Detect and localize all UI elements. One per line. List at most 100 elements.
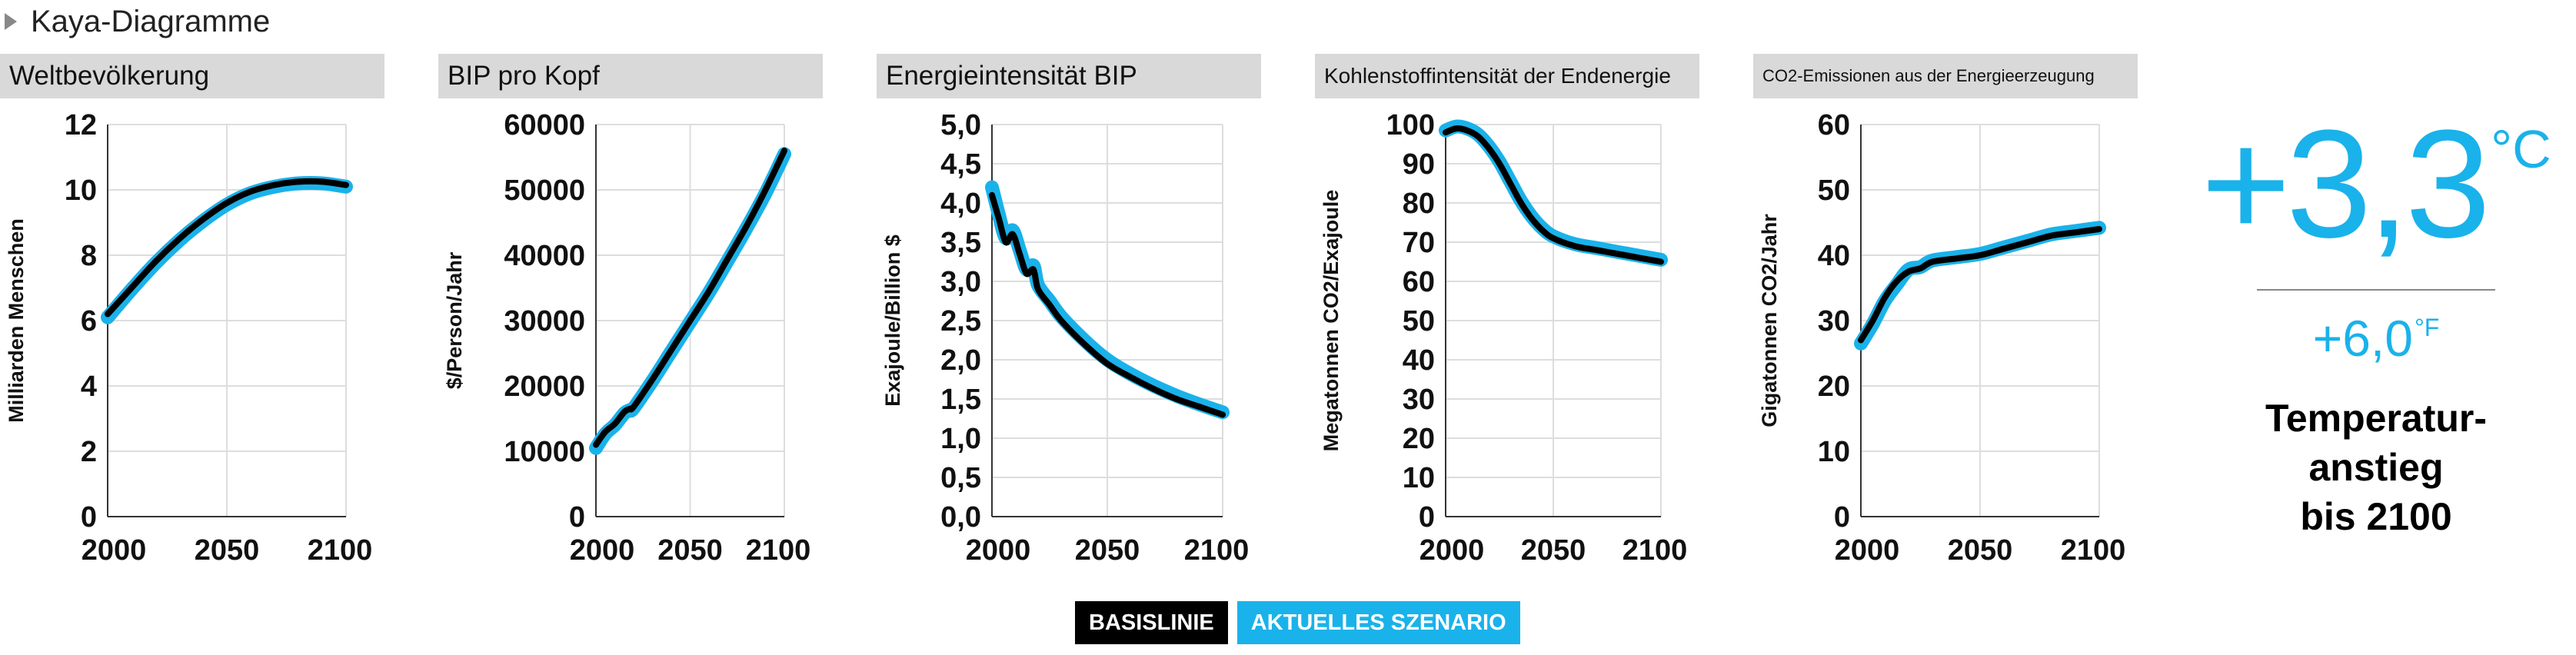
temperature-caption: Temperatur- anstieg bis 2100 [2199, 394, 2553, 541]
y-tick-label: 10000 [504, 436, 585, 468]
y-tick-label: 50 [1403, 305, 1435, 337]
fahrenheit-value: +6,0 [2312, 310, 2413, 367]
y-tick-label: 60000 [504, 109, 585, 141]
celsius-value: +3,3 [2201, 98, 2491, 270]
x-tick-label: 2000 [1835, 534, 1900, 567]
temperature-result: +3,3°C +6,0°F Temperatur- anstieg bis 21… [2199, 108, 2553, 569]
series-line-baseline [989, 191, 1226, 418]
y-tick-label: 60 [1818, 109, 1850, 141]
y-axis-label: Megatonnen CO2/Exajoule [1320, 190, 1343, 452]
y-tick-label: 10 [65, 175, 97, 207]
chart-title: CO2-Emissionen aus der Energieerzeugung [1753, 54, 2138, 98]
chart-panel-co2-emissions: CO2-Emissionen aus der Energieerzeugung … [1753, 54, 2138, 592]
legend-baseline[interactable]: BASISLINIE [1075, 601, 1228, 644]
x-tick-label: 2100 [1622, 534, 1688, 567]
y-tick-label: 0 [1834, 501, 1850, 534]
y-tick-label: 2,0 [940, 344, 981, 377]
caption-line-2: anstieg [2308, 446, 2444, 489]
y-axis-label: Gigatonnen CO2/Jahr [1758, 214, 1781, 427]
y-tick-label: 8 [81, 240, 97, 272]
caret-right-icon [5, 13, 17, 30]
y-tick-label: 40 [1818, 240, 1850, 272]
chart-title: BIP pro Kopf [438, 54, 823, 98]
y-tick-label: 0,5 [940, 462, 981, 494]
celsius-unit: °C [2491, 119, 2551, 179]
temperature-fahrenheit: +6,0°F [2199, 309, 2553, 367]
y-tick-label: 60 [1403, 266, 1435, 298]
y-tick-label: 4 [81, 371, 97, 403]
temperature-celsius: +3,3°C [2199, 108, 2553, 261]
chart-panel-energy-intensity: Energieintensität BIP 0,0 0,5 1,0 1,5 2,0 2,5… [877, 54, 1261, 592]
y-tick-label: 50000 [504, 175, 585, 207]
y-tick-label: 40 [1403, 344, 1435, 377]
series-line-baseline [1443, 125, 1664, 265]
chart-title: Energieintensität BIP [877, 54, 1261, 98]
legend: BASISLINIE AKTUELLES SZENARIO [1075, 601, 1520, 644]
y-tick-label: 6 [81, 305, 97, 337]
y-tick-label: 20 [1403, 423, 1435, 455]
chart-title: Weltbevölkerung [0, 54, 384, 98]
energy-intensity-chart: 0,0 0,5 1,0 1,5 2,0 2,5 3,0 3,5 4,0 4,5 5,0 2000 205… [881, 109, 1250, 567]
caption-line-3: bis 2100 [2300, 495, 2452, 538]
y-tick-label: 30 [1403, 384, 1435, 416]
x-tick-label: 2100 [1184, 534, 1250, 567]
x-tick-label: 2050 [1948, 534, 2013, 567]
y-tick-label: 4,0 [940, 188, 981, 220]
x-tick-label: 2050 [657, 534, 723, 567]
series-line-baseline [105, 178, 349, 318]
chart-panel-carbon-intensity: Kohlenstoffintensität der Endenergie 0 10… [1315, 54, 1699, 592]
series-line-baseline [593, 148, 787, 448]
y-axis-label: Milliarden Menschen [5, 218, 28, 423]
chart-panel-population: Weltbevölkerung 0 2 4 6 8 10 12 2000 2050 2100 Mil… [0, 54, 384, 592]
gdp-per-capita-chart: 0 10000 20000 30000 40000 50000 60000 2000 2050 2… [443, 109, 811, 567]
x-tick-label: 2000 [966, 534, 1031, 567]
caption-line-1: Temperatur- [2265, 397, 2487, 440]
y-tick-label: 3,0 [940, 266, 981, 298]
divider [2257, 289, 2495, 291]
co2-emissions-chart: 0 10 20 30 40 50 60 2000 2050 2100 Gigatonnen CO2/… [1758, 109, 2126, 567]
y-tick-label: 40000 [504, 240, 585, 272]
x-tick-label: 2050 [1521, 534, 1586, 567]
y-tick-label: 30000 [504, 305, 585, 337]
x-tick-label: 2100 [2061, 534, 2126, 567]
y-tick-label: 80 [1403, 188, 1435, 220]
y-tick-label: 30 [1818, 305, 1850, 337]
y-tick-label: 100 [1386, 109, 1435, 141]
y-tick-label: 0 [1419, 501, 1435, 534]
x-tick-label: 2000 [570, 534, 635, 567]
x-tick-label: 2000 [1419, 534, 1485, 567]
series-line-baseline [1858, 226, 2102, 344]
y-tick-label: 90 [1403, 148, 1435, 181]
y-axis-label: Exajoule/Billion $ [881, 234, 904, 407]
y-tick-label: 3,5 [940, 227, 981, 259]
y-tick-label: 0 [569, 501, 585, 534]
legend-current-scenario[interactable]: AKTUELLES SZENARIO [1236, 601, 1520, 644]
chart-panel-gdp-per-capita: BIP pro Kopf 0 10000 20000 30000 40000 50000 6… [438, 54, 823, 592]
y-tick-label: 12 [65, 109, 97, 141]
carbon-intensity-chart: 0 10 20 30 40 50 60 70 80 90 100 2000 2050 2100 Megato… [1320, 109, 1688, 567]
y-tick-label: 20 [1818, 371, 1850, 403]
y-tick-label: 20000 [504, 371, 585, 403]
y-tick-label: 70 [1403, 227, 1435, 259]
y-axis-label: $/Person/Jahr [443, 251, 466, 389]
x-tick-label: 2050 [1075, 534, 1140, 567]
x-tick-label: 2000 [82, 534, 147, 567]
y-tick-label: 0,0 [940, 501, 981, 534]
population-chart: 0 2 4 6 8 10 12 2000 2050 2100 Milliarden Menschen [5, 109, 373, 567]
y-tick-label: 0 [81, 501, 97, 534]
fahrenheit-unit: °F [2414, 314, 2440, 341]
y-tick-label: 1,0 [940, 423, 981, 455]
section-title: Kaya-Diagramme [31, 4, 271, 38]
y-tick-label: 1,5 [940, 384, 981, 416]
y-tick-label: 2,5 [940, 305, 981, 337]
y-tick-label: 10 [1818, 436, 1850, 468]
kaya-section-toggle[interactable]: Kaya-Diagramme [0, 0, 270, 43]
x-tick-label: 2100 [746, 534, 811, 567]
y-tick-label: 4,5 [940, 148, 981, 181]
y-tick-label: 2 [81, 436, 97, 468]
y-tick-label: 5,0 [940, 109, 981, 141]
y-tick-label: 50 [1818, 175, 1850, 207]
x-tick-label: 2100 [308, 534, 373, 567]
x-tick-label: 2050 [195, 534, 260, 567]
y-tick-label: 10 [1403, 462, 1435, 494]
